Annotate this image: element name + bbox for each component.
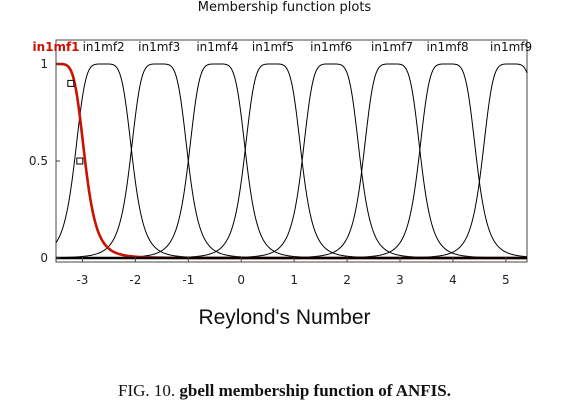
figure-caption: FIG. 10. gbell membership function of AN… <box>0 381 569 401</box>
label-in1mf1[interactable]: in1mf1 <box>32 40 79 54</box>
label-in1mf3[interactable]: in1mf3 <box>138 40 180 54</box>
curve-handle[interactable] <box>76 157 84 165</box>
y-tick-label: 0 <box>40 251 48 265</box>
curve-handle[interactable] <box>67 79 75 87</box>
x-axis-label: Reylond's Number <box>198 306 371 329</box>
x-tick-label: -1 <box>182 273 194 287</box>
x-tick-label: -3 <box>76 273 88 287</box>
x-tick-label: 2 <box>343 273 351 287</box>
label-in1mf9[interactable]: in1mf9 <box>490 40 532 54</box>
x-tick-label: 4 <box>449 273 457 287</box>
membership-curves[interactable] <box>55 62 528 260</box>
x-tick-label: 3 <box>396 273 404 287</box>
chart-title: Membership function plots <box>197 0 372 15</box>
plot-area <box>55 39 528 263</box>
axis-ticks: -3 -2 -1 0 1 2 3 4 5 0 0.5 1 <box>29 57 510 287</box>
x-tick-label: 1 <box>290 273 298 287</box>
caption-text: gbell membership function of ANFIS. <box>179 381 451 400</box>
x-tick-label: 5 <box>502 273 510 287</box>
y-tick-label: 0.5 <box>29 154 48 168</box>
x-tick-label: -2 <box>129 273 141 287</box>
label-in1mf7[interactable]: in1mf7 <box>371 40 413 54</box>
label-in1mf2[interactable]: in1mf2 <box>83 40 125 54</box>
label-in1mf4[interactable]: in1mf4 <box>196 40 238 54</box>
caption-prefix: FIG. 10. <box>118 381 180 400</box>
label-in1mf8[interactable]: in1mf8 <box>427 40 469 54</box>
label-in1mf6[interactable]: in1mf6 <box>310 40 352 54</box>
label-in1mf5[interactable]: in1mf5 <box>252 40 294 54</box>
curve-handles[interactable] <box>67 79 84 165</box>
y-tick-label: 1 <box>40 57 48 71</box>
x-tick-label: 0 <box>237 273 245 287</box>
curve-labels: in1mf1 in1mf2 in1mf3 in1mf4 in1mf5 in1mf6 in1m… <box>32 40 532 54</box>
plot-frame <box>55 39 528 263</box>
